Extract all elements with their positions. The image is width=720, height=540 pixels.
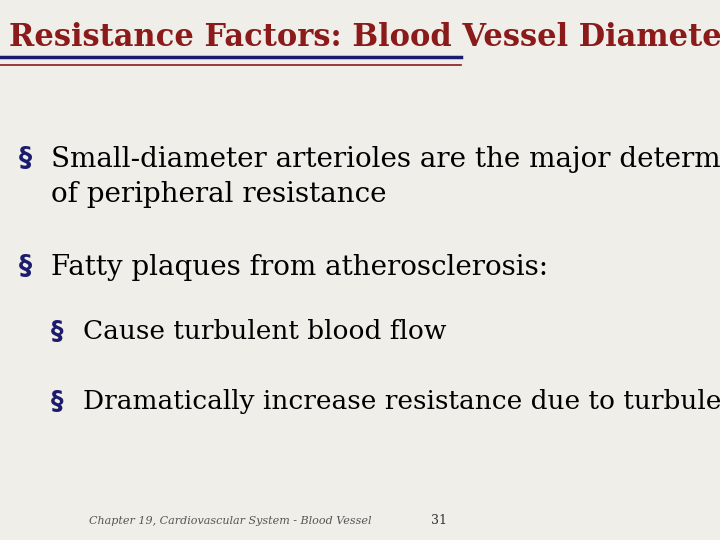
Text: §: § xyxy=(19,254,32,280)
Text: Resistance Factors: Blood Vessel Diameter: Resistance Factors: Blood Vessel Diamete… xyxy=(9,22,720,52)
Text: 31: 31 xyxy=(431,514,447,526)
Text: §: § xyxy=(50,389,63,413)
Text: Chapter 19, Cardiovascular System - Blood Vessel: Chapter 19, Cardiovascular System - Bloo… xyxy=(89,516,372,526)
Text: §: § xyxy=(19,146,32,172)
Text: Cause turbulent blood flow: Cause turbulent blood flow xyxy=(83,319,446,343)
Text: Dramatically increase resistance due to turbulence: Dramatically increase resistance due to … xyxy=(83,389,720,414)
Text: §: § xyxy=(50,319,63,342)
Text: Small-diameter arterioles are the major determinants
of peripheral resistance: Small-diameter arterioles are the major … xyxy=(50,146,720,208)
Text: Fatty plaques from atherosclerosis:: Fatty plaques from atherosclerosis: xyxy=(50,254,548,281)
